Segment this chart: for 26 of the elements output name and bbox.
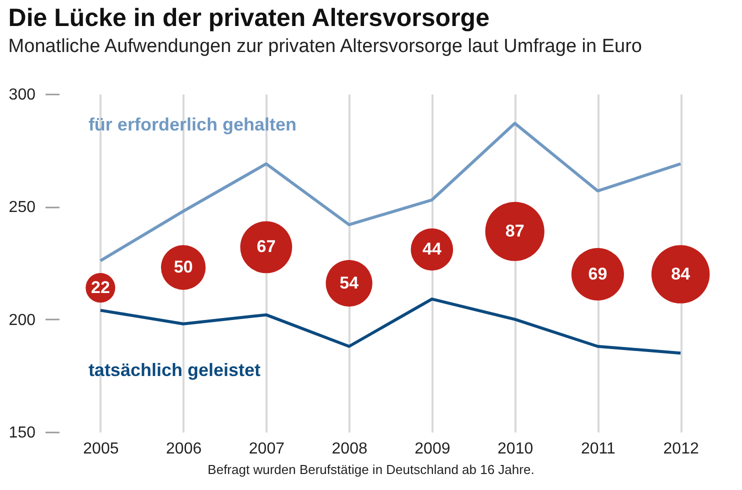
x-tick-label: 2006: [166, 440, 202, 458]
x-tick-label: 2008: [332, 440, 368, 458]
line-series: [98, 298, 682, 355]
annotation: 22: [90, 278, 110, 297]
x-tick-label: 2005: [83, 440, 119, 458]
y-tick-label: 150: [8, 424, 36, 442]
annotation: 69: [588, 264, 608, 284]
annotation: 84: [671, 264, 691, 284]
annotation: 67: [256, 237, 276, 256]
annotation: 54: [340, 273, 360, 292]
text: für erforderlich gehalten: [88, 114, 296, 134]
chart-subtitle: Monatliche Aufwendungen zur privaten Altersvorsorge laut Umfrage in Euro: [8, 36, 642, 57]
annotation: 50: [174, 258, 193, 277]
x-tick-label: 2009: [414, 440, 450, 458]
x-tick-label: 2011: [580, 440, 616, 458]
y-tick-label: 300: [8, 86, 36, 104]
y-tick-label: 250: [8, 199, 36, 216]
x-tick-label: 2012: [663, 440, 699, 458]
annotation: 87: [505, 221, 524, 240]
text: Befragt wurden Berufstätige in Deutschland ab 16 Jahre.: [206, 462, 536, 477]
x-tick-label: 2007: [248, 440, 285, 458]
x-tick-label: 2010: [498, 440, 534, 458]
text: tatsächlich geleistet: [88, 360, 261, 380]
annotation: 44: [422, 239, 442, 258]
chart-title: Die Lücke in der privaten Altersvorsorge: [8, 4, 490, 32]
y-tick-label: 200: [8, 312, 36, 329]
